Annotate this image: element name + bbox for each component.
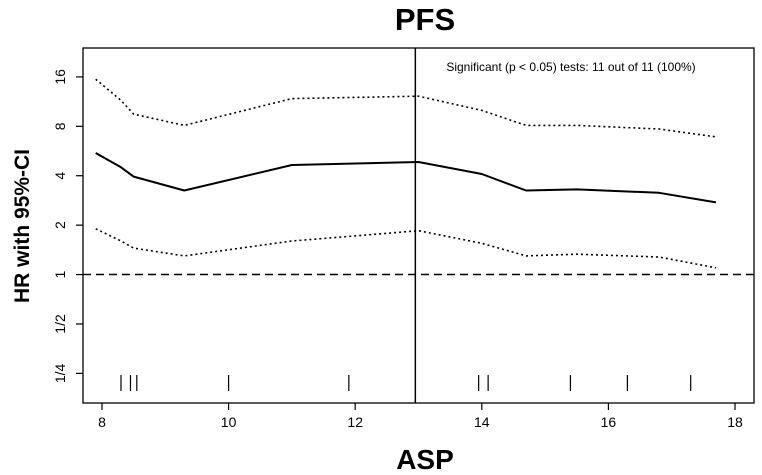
y-axis-title: HR with 95%-CI xyxy=(11,149,34,303)
y-tick-label: 8 xyxy=(52,122,68,130)
x-tick-label: 12 xyxy=(347,414,363,430)
significance-annotation: Significant (p < 0.05) tests: 11 out of … xyxy=(446,60,695,74)
y-tick-label: 4 xyxy=(52,172,68,180)
y-tick-label: 1/2 xyxy=(52,314,68,334)
x-tick-label: 18 xyxy=(727,414,743,430)
hr-estimate-line xyxy=(95,152,717,204)
chart-title: PFS xyxy=(395,2,455,37)
x-tick-label: 8 xyxy=(98,414,106,430)
lower-ci-line xyxy=(95,228,717,269)
y-tick-label: 1 xyxy=(52,270,68,278)
upper-ci-line xyxy=(95,78,717,138)
plot-frame xyxy=(82,47,755,404)
x-tick-label: 14 xyxy=(474,414,490,430)
x-tick-label: 16 xyxy=(601,414,617,430)
x-axis-title: ASP xyxy=(396,444,454,475)
y-tick-label: 1/4 xyxy=(52,363,68,383)
plot-content xyxy=(83,48,754,403)
x-tick-label: 10 xyxy=(221,414,237,430)
y-tick-label: 2 xyxy=(52,221,68,229)
y-tick-label: 16 xyxy=(52,69,68,85)
